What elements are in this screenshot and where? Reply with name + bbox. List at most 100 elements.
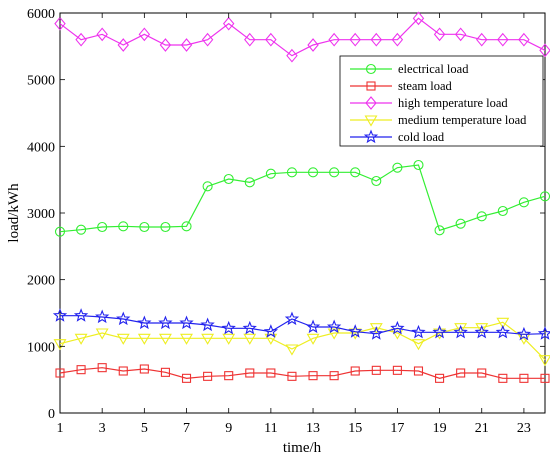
series-high-temperature-load [54,11,550,63]
x-tick-label: 9 [225,421,232,436]
x-axis-label: time/h [283,440,322,456]
data-point-electrical-load [413,159,424,171]
data-point-electrical-load [118,221,129,232]
data-point-high-temperature-load [518,32,530,47]
data-point-high-temperature-load [307,38,319,52]
series-layer [52,11,550,383]
data-point-electrical-load [181,221,192,232]
data-point-steam-load [203,371,213,381]
legend-swatch-medium-temperature-load [350,115,392,127]
data-point-high-temperature-load [286,48,298,63]
legend-entry-steam-load: steam load [350,79,453,93]
legend-entry-cold-load: cold load [350,129,445,144]
data-point-electrical-load [223,173,234,185]
data-point-steam-load [413,366,424,376]
data-point-medium-temperature-load [74,333,88,345]
data-point-medium-temperature-load [306,333,320,345]
data-point-electrical-load [434,225,445,236]
data-point-cold-load [179,315,194,330]
data-point-cold-load [326,319,342,334]
x-tick-label: 3 [99,421,106,436]
y-tick-label: 1000 [27,340,55,355]
x-tick-label: 1 [57,421,64,436]
ticks-layer: 1 3 5 7 9 11 13 15 17 19 21 23010002000300040005000… [27,7,545,436]
data-point-cold-load [95,309,110,324]
data-point-medium-temperature-load [95,328,109,340]
data-point-steam-load [118,366,128,376]
data-point-cold-load [495,324,510,339]
data-point-high-temperature-load [201,32,214,47]
data-point-high-temperature-load [244,32,256,47]
data-point-electrical-load [497,205,508,217]
data-point-steam-load [329,371,339,381]
data-point-steam-load [308,371,318,381]
data-point-medium-temperature-load [538,355,550,367]
data-point-high-temperature-load [54,16,66,31]
data-point-electrical-load [97,221,108,233]
data-point-medium-temperature-load [201,333,215,345]
legend-swatch-cold-load [350,129,392,144]
data-point-cold-load [369,326,384,340]
data-point-cold-load [474,324,489,339]
data-point-high-temperature-load [222,16,235,31]
x-tick-label: 15 [348,421,362,436]
data-point-electrical-load [202,181,213,192]
data-point-electrical-load [139,221,150,233]
legend-entry-medium-temperature-load: medium temperature load [350,113,527,127]
legend-marker-steam-load [366,81,376,91]
data-point-cold-load [390,320,405,335]
series-line-electrical-load [59,164,546,233]
data-point-high-temperature-load [75,32,87,47]
data-point-cold-load [158,315,173,330]
data-point-medium-temperature-load [116,333,130,345]
legend-label-cold-load: cold load [398,130,445,144]
y-tick-label: 0 [48,407,55,422]
legend-swatch-steam-load [350,81,392,91]
data-point-high-temperature-load [349,32,361,47]
x-tick-label: 13 [306,421,320,436]
data-point-steam-load [540,373,550,383]
data-point-steam-load [287,371,297,381]
data-point-medium-temperature-load [496,317,510,329]
data-point-cold-load [221,320,236,335]
data-point-medium-temperature-load [475,323,489,335]
data-point-steam-load [371,365,381,375]
series-electrical-load [54,159,550,237]
data-point-steam-load [224,371,234,381]
data-point-medium-temperature-load [137,333,151,345]
data-point-electrical-load [307,167,319,178]
x-tick-label: 23 [517,421,531,436]
data-point-high-temperature-load [117,38,129,52]
data-point-high-temperature-load [391,32,404,47]
legend: electrical load steam load high temperat… [339,55,544,147]
y-tick-label: 5000 [27,74,55,89]
legend-marker-electrical-load [365,63,377,75]
legend-label-steam-load: steam load [398,79,453,93]
legend-swatch-high-temperature-load [350,96,392,110]
data-point-electrical-load [371,175,382,187]
data-point-steam-load [97,363,107,373]
legend-marker-medium-temperature-load [364,115,378,127]
data-point-steam-load [160,367,170,377]
legend-marker-cold-load [363,129,379,144]
x-tick-label: 21 [475,421,489,436]
data-point-medium-temperature-load [412,339,425,351]
data-point-steam-load [498,373,508,383]
data-point-medium-temperature-load [390,328,404,340]
data-point-medium-temperature-load [285,344,299,356]
data-point-medium-temperature-load [454,323,468,335]
data-point-high-temperature-load [412,11,425,26]
data-point-medium-temperature-load [243,333,257,345]
legend-entry-high-temperature-load: high temperature load [350,96,508,110]
data-point-electrical-load [265,168,276,179]
data-point-high-temperature-load [454,27,467,42]
data-point-cold-load [516,326,532,341]
data-point-cold-load [137,315,152,330]
data-point-steam-load [181,373,192,383]
data-point-steam-load [519,373,529,383]
y-tick-label: 3000 [27,207,55,222]
data-point-electrical-load [286,167,298,178]
series-steam-load [55,363,550,383]
data-point-high-temperature-load [370,32,383,47]
data-point-cold-load [73,308,89,322]
